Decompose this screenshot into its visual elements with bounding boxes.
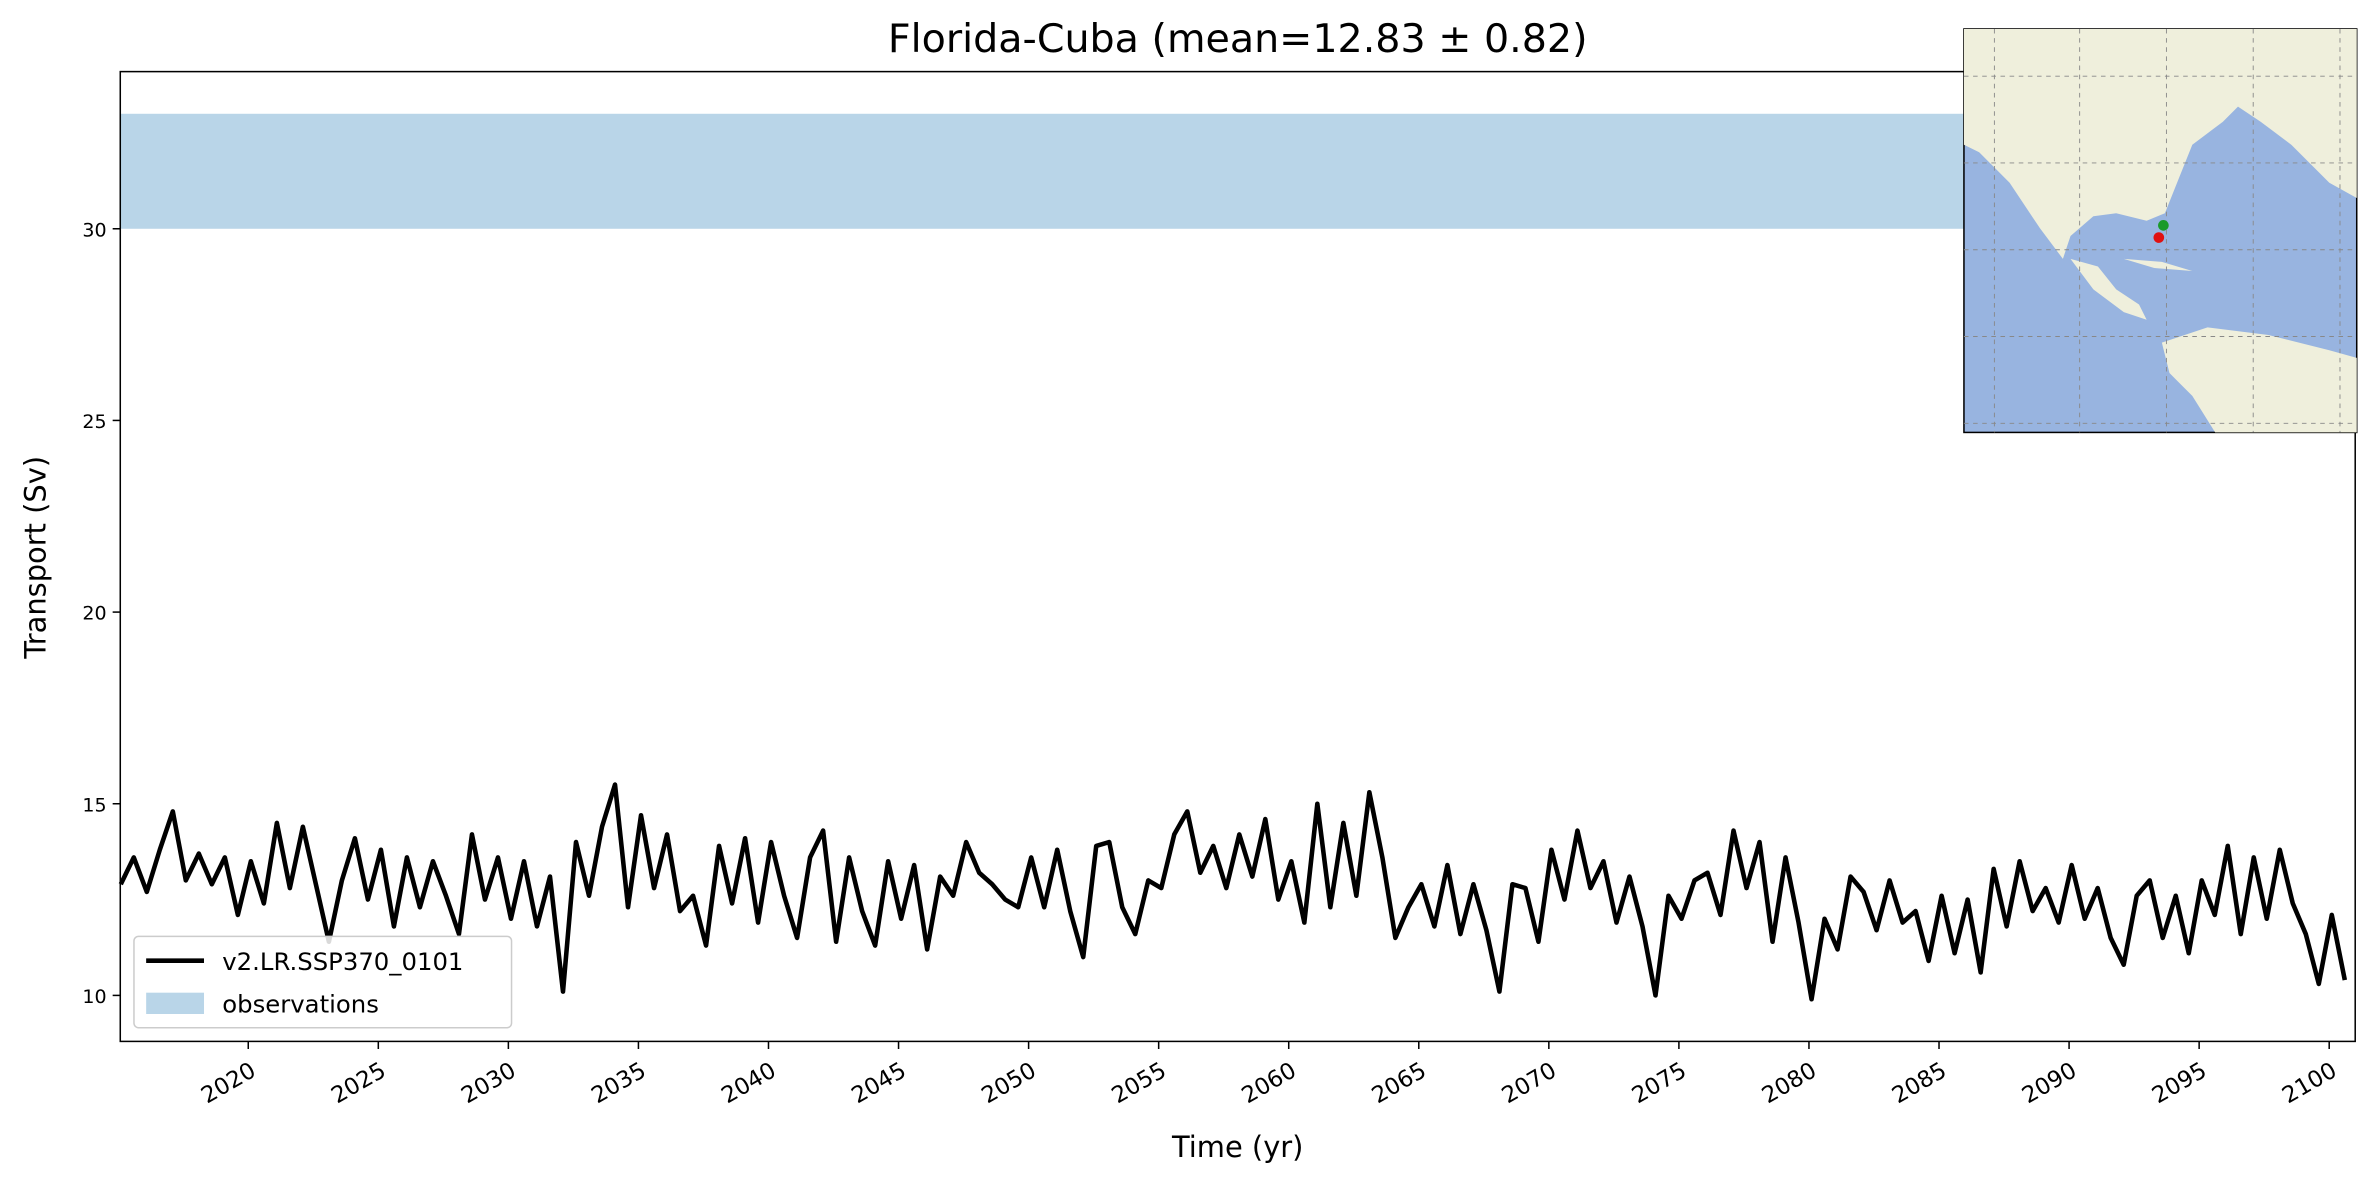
y-tick-label: 30 — [82, 219, 106, 241]
x-tick-label: 2100 — [2278, 1058, 2341, 1110]
series-line — [118, 782, 2348, 1002]
y-tick-label: 10 — [82, 986, 106, 1008]
x-tick-label: 2095 — [2148, 1058, 2211, 1110]
y-axis-label: Transport (Sv) — [19, 456, 53, 660]
x-tick-label: 2050 — [977, 1058, 1040, 1110]
x-tick-label: 2045 — [847, 1058, 910, 1110]
x-tick-label: 2025 — [327, 1058, 390, 1110]
x-axis-label: Time (yr) — [1171, 1130, 1303, 1164]
x-tick-label: 2035 — [587, 1058, 650, 1110]
x-tick-label: 2085 — [1888, 1058, 1951, 1110]
x-tick-label: 2055 — [1107, 1058, 1170, 1110]
axes-frame — [119, 70, 2356, 1043]
x-tick-label: 2060 — [1238, 1058, 1301, 1110]
legend-box — [133, 935, 513, 1029]
map-land — [2070, 258, 2147, 320]
legend-label: v2.LR.SSP370_0101 — [222, 947, 463, 976]
inset-map — [1963, 28, 2358, 434]
map-land — [2123, 258, 2193, 272]
legend-swatch — [146, 992, 205, 1014]
y-tick-label: 20 — [82, 603, 106, 625]
x-tick-label: 2075 — [1628, 1058, 1691, 1110]
x-tick-label: 2020 — [197, 1058, 260, 1110]
map-land — [2161, 327, 2357, 433]
x-tick-label: 2070 — [1498, 1058, 1561, 1110]
x-tick-label: 2030 — [457, 1058, 520, 1110]
map-point — [2153, 232, 2165, 243]
map-point — [2158, 220, 2169, 231]
x-tick-label: 2040 — [717, 1058, 780, 1110]
x-tick-label: 2080 — [1758, 1058, 1821, 1110]
y-tick-label: 15 — [82, 794, 106, 816]
y-tick-label: 25 — [82, 411, 106, 433]
x-tick-label: 2065 — [1368, 1058, 1431, 1110]
map-land — [1963, 28, 2357, 259]
x-tick-label: 2090 — [2018, 1058, 2081, 1110]
chart-title: Florida-Cuba (mean=12.83 ± 0.82) — [888, 16, 1588, 62]
legend-label: observations — [222, 989, 379, 1018]
